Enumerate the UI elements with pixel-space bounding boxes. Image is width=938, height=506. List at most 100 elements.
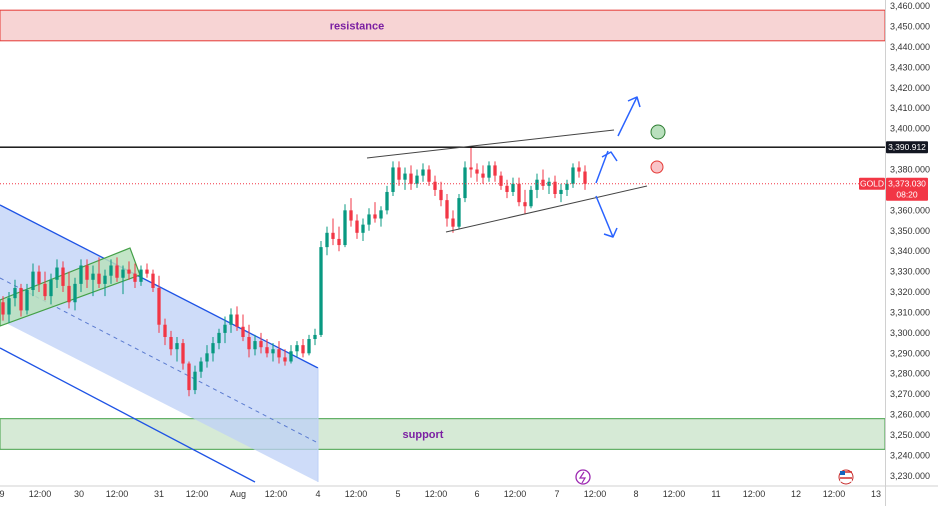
x-tick-label: 31 bbox=[154, 489, 164, 499]
candle-body bbox=[55, 267, 59, 280]
candle-body bbox=[181, 343, 185, 364]
candle-body bbox=[325, 232, 329, 248]
candle-body bbox=[259, 341, 263, 348]
candle-body bbox=[133, 273, 137, 282]
candle-body bbox=[409, 173, 413, 184]
candle-body bbox=[61, 267, 65, 286]
candle-body bbox=[43, 283, 47, 297]
lightning-event-icon[interactable] bbox=[575, 469, 591, 485]
arrow-down bbox=[595, 195, 614, 238]
y-tick-label: 3,360.000 bbox=[890, 205, 930, 215]
candle-body bbox=[307, 339, 311, 354]
candle-body bbox=[553, 181, 557, 194]
candle-body bbox=[13, 287, 17, 299]
candle-body bbox=[205, 353, 209, 362]
candle-body bbox=[385, 191, 389, 211]
y-tick-label: 3,310.000 bbox=[890, 307, 930, 317]
y-tick-label: 3,260.000 bbox=[890, 410, 930, 420]
candle-body bbox=[139, 269, 143, 282]
arrow-up-small-head bbox=[601, 151, 618, 162]
candle-body bbox=[163, 324, 167, 337]
candle-body bbox=[169, 336, 173, 350]
target-circle-red bbox=[650, 160, 664, 174]
candle-body bbox=[211, 343, 215, 354]
candle-body bbox=[523, 202, 527, 207]
candle-body bbox=[73, 283, 77, 303]
candle-body bbox=[463, 167, 467, 199]
y-tick-label: 3,240.000 bbox=[890, 450, 930, 460]
y-tick-label: 3,250.000 bbox=[890, 430, 930, 440]
candle-body bbox=[343, 210, 347, 246]
triangle-upper-line bbox=[366, 129, 615, 159]
candle-body bbox=[115, 265, 119, 278]
candle-body bbox=[289, 351, 293, 362]
x-tick-label: 12:00 bbox=[345, 489, 368, 499]
x-tick-label: 12:00 bbox=[425, 489, 448, 499]
candle-body bbox=[247, 336, 251, 350]
zones-layer: resistance support bbox=[0, 9, 886, 450]
candle-body bbox=[583, 171, 587, 184]
candle-body bbox=[451, 218, 455, 227]
x-tick-label: 7 bbox=[554, 489, 559, 499]
candle-body bbox=[511, 183, 515, 192]
x-tick-label: 12:00 bbox=[663, 489, 686, 499]
y-tick-label: 3,420.000 bbox=[890, 83, 930, 93]
x-tick-label: 12:00 bbox=[823, 489, 846, 499]
symbol-tag-text: GOLD bbox=[860, 179, 884, 189]
candle-body bbox=[151, 273, 155, 288]
y-tick-label: 3,280.000 bbox=[890, 369, 930, 379]
candle-body bbox=[403, 173, 407, 180]
flag-canton bbox=[840, 471, 845, 475]
candle-body bbox=[25, 290, 29, 311]
x-tick-label: 6 bbox=[474, 489, 479, 499]
resistance-label: resistance bbox=[330, 20, 384, 32]
candle-body bbox=[571, 167, 575, 184]
candle-body bbox=[445, 200, 449, 219]
y-tick-label: 3,400.000 bbox=[890, 124, 930, 134]
candle-body bbox=[337, 238, 341, 246]
x-tick-label: 12:00 bbox=[584, 489, 607, 499]
candles-layer bbox=[1, 147, 587, 397]
candle-body bbox=[373, 214, 377, 219]
y-tick-label: 3,330.000 bbox=[890, 267, 930, 277]
candle-body bbox=[91, 273, 95, 280]
candle-body bbox=[529, 189, 533, 207]
channel-lower-line bbox=[0, 347, 256, 483]
candle-body bbox=[433, 181, 437, 190]
x-tick-label: 12 bbox=[791, 489, 801, 499]
candle-body bbox=[487, 165, 491, 178]
x-tick-label: 12:00 bbox=[504, 489, 527, 499]
y-tick-label: 3,340.000 bbox=[890, 246, 930, 256]
candle-body bbox=[199, 361, 203, 372]
candle-body bbox=[457, 198, 461, 227]
candle-body bbox=[565, 183, 569, 190]
candle-body bbox=[517, 183, 521, 203]
candle-body bbox=[127, 269, 131, 274]
candle-body bbox=[415, 175, 419, 184]
candle-body bbox=[559, 189, 563, 194]
y-tick-label: 3,460.000 bbox=[890, 1, 930, 11]
resistance-zone bbox=[0, 9, 886, 42]
y-tick-label: 3,300.000 bbox=[890, 328, 930, 338]
candle-body bbox=[7, 298, 11, 315]
arrow-down-head bbox=[603, 227, 618, 238]
y-tick-label: 3,410.000 bbox=[890, 103, 930, 113]
candle-body bbox=[235, 314, 239, 327]
candle-body bbox=[109, 265, 113, 276]
candle-body bbox=[577, 167, 581, 172]
candle-body bbox=[427, 169, 431, 182]
candle-body bbox=[49, 279, 53, 297]
candle-body bbox=[97, 273, 101, 284]
candle-body bbox=[283, 357, 287, 362]
x-tick-label: 13 bbox=[871, 489, 881, 499]
candle-body bbox=[499, 175, 503, 186]
y-tick-label: 3,290.000 bbox=[890, 348, 930, 358]
candle-body bbox=[295, 345, 299, 352]
lightning-glyph-icon bbox=[578, 471, 587, 484]
candle-body bbox=[313, 334, 317, 340]
candle-body bbox=[217, 332, 221, 344]
countdown-text: 08:20 bbox=[896, 190, 918, 200]
candle-body bbox=[187, 363, 191, 391]
support-zone bbox=[0, 418, 886, 450]
